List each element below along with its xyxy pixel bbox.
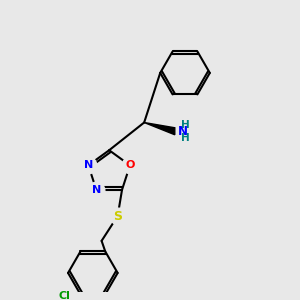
Text: S: S	[113, 210, 122, 223]
Polygon shape	[144, 122, 175, 135]
Text: N: N	[84, 160, 93, 170]
Text: N: N	[178, 125, 188, 138]
Text: O: O	[125, 160, 135, 170]
Text: Cl: Cl	[58, 291, 70, 300]
Text: H: H	[181, 120, 189, 130]
Text: N: N	[92, 185, 101, 195]
Text: H: H	[181, 133, 189, 143]
